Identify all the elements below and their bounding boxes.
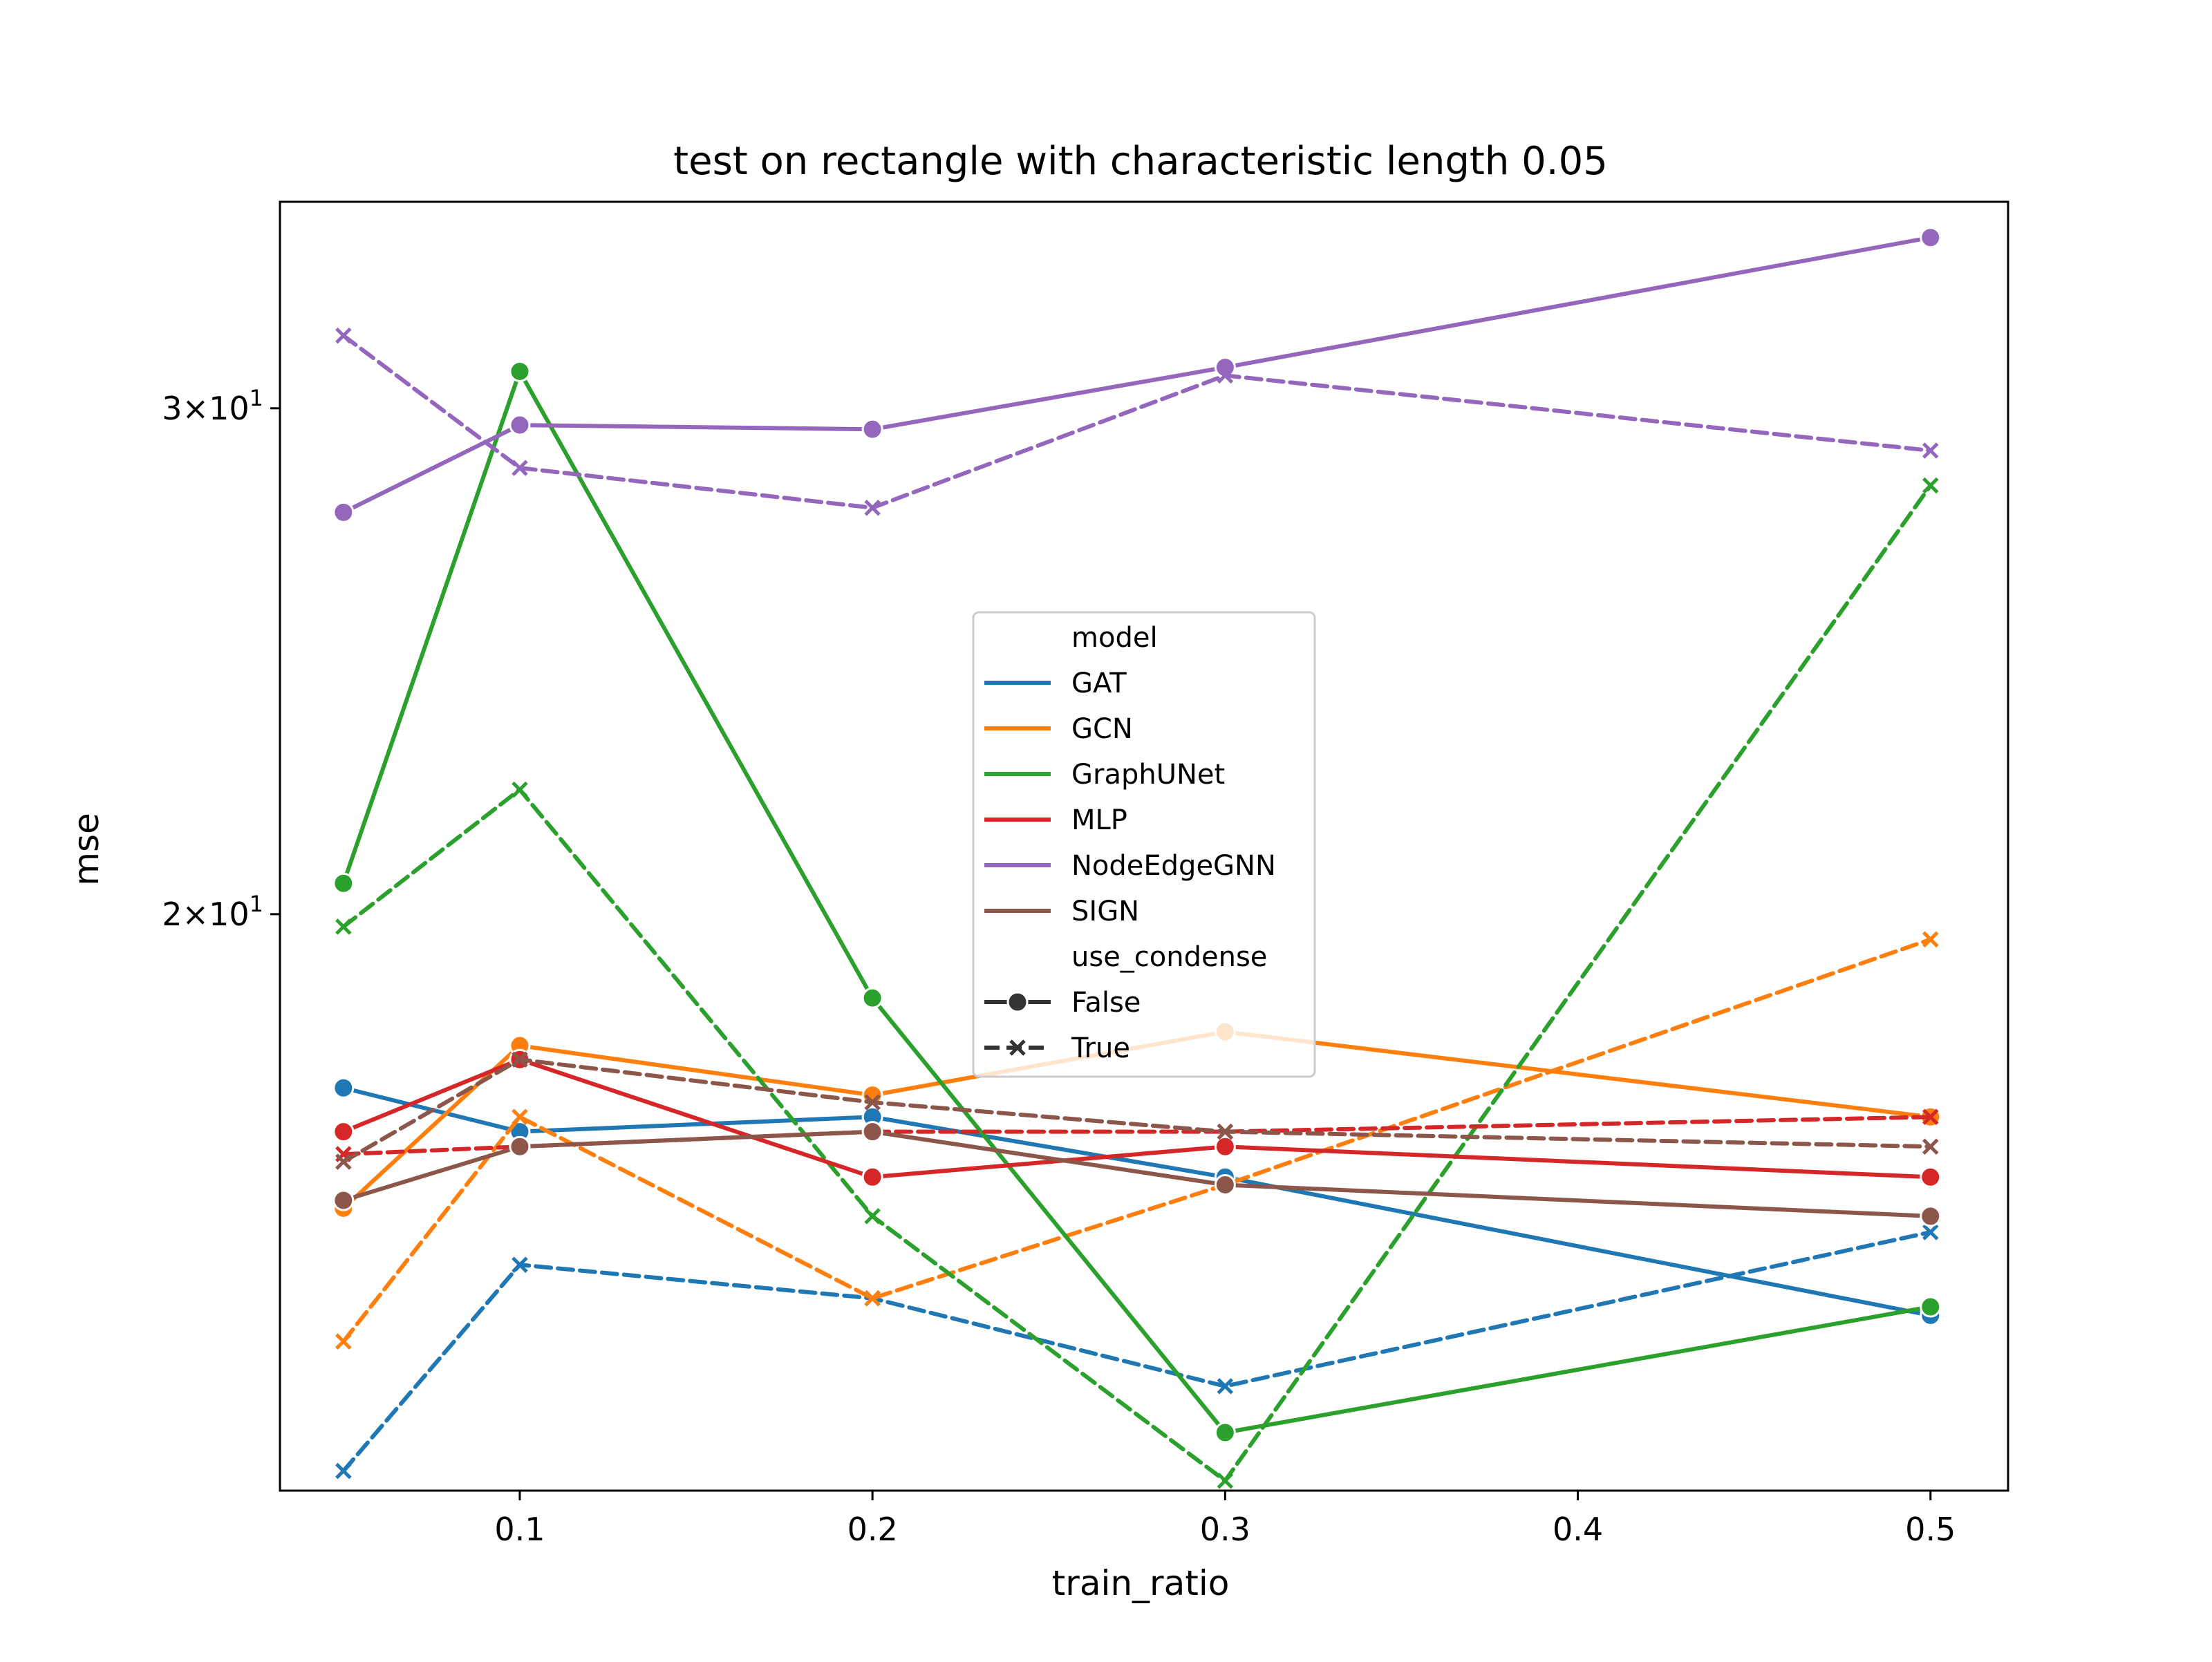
data-point-x [512, 1256, 528, 1273]
y-tick-exponent: 1 [250, 891, 263, 917]
data-point-x [1922, 1108, 1939, 1126]
data-point-x [1922, 931, 1939, 948]
data-point-circle [861, 418, 883, 440]
series-graphunet [332, 360, 1942, 1489]
series-line-gcn-true [341, 937, 1933, 1344]
y-tick-label: 2×101 [162, 891, 263, 933]
y-tick-times: × [182, 390, 209, 427]
data-point-x [512, 781, 528, 798]
data-point-circle [1214, 1135, 1236, 1158]
legend-label-gcn: GCN [1071, 713, 1133, 745]
data-point-x [1922, 1224, 1939, 1240]
x-tick-label: 0.1 [494, 1511, 545, 1548]
legend-title-model: model [1071, 622, 1158, 654]
legend-label-mlp: MLP [1071, 804, 1127, 836]
y-tick-mantissa: 2 [162, 896, 182, 933]
data-point-x [512, 460, 528, 476]
data-point-x [512, 1051, 528, 1068]
data-point-circle [861, 987, 883, 1009]
data-point-x [864, 500, 881, 516]
plot-frame [279, 200, 2009, 1492]
data-point-x [1922, 442, 1939, 459]
series-sign [332, 1051, 1942, 1227]
data-point-circle [332, 1121, 355, 1143]
data-point-x [1922, 1138, 1939, 1155]
data-point-circle [1920, 227, 1942, 249]
data-point-circle [509, 360, 531, 382]
legend-title-use-condense: use_condense [1071, 941, 1267, 973]
data-point-circle [332, 872, 355, 894]
x-tick-label: 0.4 [1553, 1511, 1603, 1548]
data-point-circle [1920, 1166, 1942, 1188]
legend-marker-circle [1006, 991, 1029, 1013]
data-point-circle [332, 501, 355, 523]
data-point-circle [861, 1166, 883, 1188]
legend-label-sign: SIGN [1071, 896, 1139, 927]
y-tick-mantissa: 3 [162, 390, 182, 427]
data-point-x [335, 918, 352, 935]
legend-label-graphunet: GraphUNet [1071, 759, 1225, 791]
data-point-circle [1920, 1296, 1942, 1318]
x-axis: 0.1 0.2 0.3 0.4 0.5 [494, 1491, 1956, 1548]
data-point-x [1217, 367, 1234, 384]
legend-label-nodeedgegnn: NodeEdgeGNN [1071, 850, 1276, 882]
data-point-x [512, 1108, 528, 1126]
data-point-circle [1214, 1173, 1236, 1196]
data-point-circle [861, 1121, 883, 1143]
data-point-circle [1920, 1205, 1942, 1227]
y-tick-label: 3×101 [162, 385, 263, 427]
y-axis-label: mse [66, 813, 106, 886]
data-point-x [335, 1153, 352, 1170]
data-point-x [1217, 1123, 1234, 1140]
y-tick-base: 10 [209, 896, 250, 933]
data-point-x [1217, 1378, 1234, 1395]
data-point-circle [509, 414, 531, 436]
data-point-x [864, 1094, 881, 1111]
series-nodeedgegnn [332, 227, 1942, 523]
x-tick-label: 0.3 [1200, 1511, 1250, 1548]
legend: model GAT GCN GraphUNet MLP NodeEdgeGNN SIGN us… [972, 611, 1316, 1078]
series-layer [332, 227, 1942, 1489]
data-point-x [335, 1333, 352, 1350]
x-tick-label: 0.2 [847, 1511, 898, 1548]
y-tick-exponent: 1 [250, 385, 263, 411]
data-point-x [864, 1208, 881, 1225]
data-point-x [1217, 1472, 1234, 1489]
data-point-x [335, 1462, 352, 1480]
legend-label-gat: GAT [1071, 668, 1127, 699]
legend-label-false: False [1071, 987, 1141, 1019]
legend-marker-x [1009, 1039, 1026, 1056]
y-tick-base: 10 [209, 390, 250, 427]
data-point-circle [332, 1077, 355, 1099]
data-point-circle [509, 1135, 531, 1158]
legend-box [972, 611, 1316, 1078]
legend-label-true: True [1071, 1032, 1130, 1064]
x-tick-label: 0.5 [1905, 1511, 1956, 1548]
data-point-x [864, 1290, 881, 1307]
data-point-circle [332, 1189, 355, 1211]
y-tick-times: × [182, 896, 209, 933]
x-axis-label: train_ratio [1052, 1563, 1230, 1603]
chart-title: test on rectangle with characteristic le… [673, 139, 1608, 184]
data-point-x [1922, 477, 1939, 494]
data-point-circle [1214, 1422, 1236, 1444]
data-point-x [335, 327, 352, 344]
